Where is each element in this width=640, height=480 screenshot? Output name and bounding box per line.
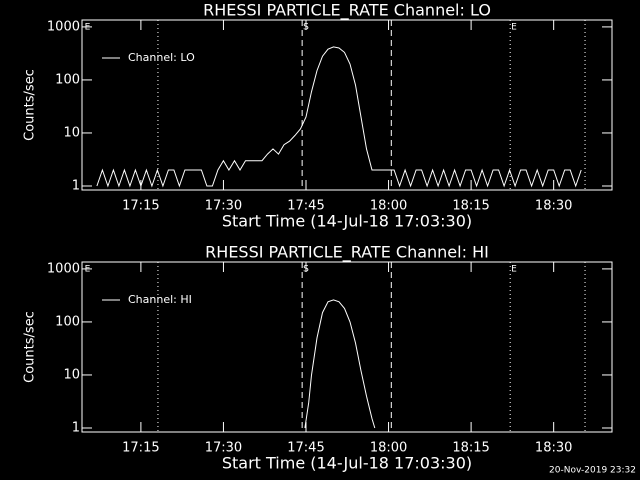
y-axis-label: Counts/sec	[23, 69, 38, 141]
marker-label: E	[85, 23, 91, 33]
y-tick-label: 1	[72, 420, 80, 435]
marker-label: S	[303, 265, 309, 275]
y-tick-label: 1	[72, 178, 80, 193]
x-tick-label: 17:45	[287, 199, 324, 214]
y-tick-label: 10	[63, 125, 80, 140]
plot-frame	[81, 19, 613, 191]
y-tick-label: 1000	[47, 19, 80, 34]
x-axis-label: Start Time (14-Jul-18 17:03:30)	[222, 212, 472, 231]
x-axis-label: Start Time (14-Jul-18 17:03:30)	[222, 454, 472, 473]
x-tick-label: 18:00	[370, 199, 407, 214]
marker-label: S	[303, 23, 309, 33]
plot-frame	[81, 261, 613, 433]
y-tick-label: 1000	[47, 261, 80, 276]
x-tick-label: 18:15	[452, 199, 489, 214]
y-tick-label: 100	[55, 72, 80, 87]
x-tick-label: 17:30	[205, 441, 242, 456]
x-tick-label: 17:45	[287, 441, 324, 456]
x-tick-label: 17:15	[122, 441, 159, 456]
chart-title: RHESSI PARTICLE_RATE Channel: HI	[205, 243, 489, 263]
x-tick-label: 18:30	[535, 441, 572, 456]
y-axis-label: Counts/sec	[23, 311, 38, 383]
marker-label: E	[85, 265, 91, 275]
x-tick-label: 18:00	[370, 441, 407, 456]
footer: 20-Nov-2019 23:32	[549, 466, 636, 476]
legend-label: Channel: HI	[128, 293, 192, 306]
x-tick-label: 17:15	[122, 199, 159, 214]
x-tick-label: 18:30	[535, 199, 572, 214]
legend-label: Channel: LO	[128, 51, 195, 64]
series-line	[96, 46, 582, 188]
y-tick-label: 10	[63, 367, 80, 382]
chart-title: RHESSI PARTICLE_RATE Channel: LO	[203, 1, 491, 21]
series-line	[304, 299, 376, 429]
marker-label: E	[511, 23, 517, 33]
x-tick-label: 18:15	[452, 441, 489, 456]
y-tick-label: 100	[55, 314, 80, 329]
x-tick-label: 17:30	[205, 199, 242, 214]
marker-label: E	[511, 265, 517, 275]
